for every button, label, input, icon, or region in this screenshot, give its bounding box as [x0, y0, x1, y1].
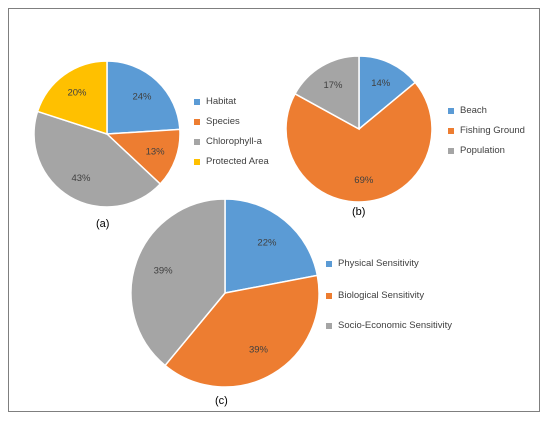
- pie-data-label: 24%: [132, 92, 152, 103]
- legend-item: Species: [194, 116, 240, 127]
- legend-swatch-c-0: [326, 260, 332, 267]
- legend-label: Fishing Ground: [460, 125, 525, 136]
- legend-item: Socio-Economic Sensitivity: [326, 320, 452, 331]
- legend-swatch-c-2: [326, 322, 332, 329]
- legend-item: Fishing Ground: [448, 125, 525, 136]
- legend-swatch-a-1: [194, 118, 200, 125]
- pie-slice-fishing-ground: [285, 81, 433, 203]
- legend-label: Socio-Economic Sensitivity: [338, 320, 453, 331]
- legend-item: Beach: [448, 105, 487, 116]
- legend-label: Beach: [460, 105, 487, 116]
- caption-a: (a): [96, 218, 110, 230]
- pie-data-label: 17%: [323, 80, 343, 91]
- legend-label: Species: [206, 116, 240, 127]
- legend-item: Physical Sensitivity: [326, 258, 419, 269]
- legend-item: Biological Sensitivity: [326, 290, 424, 301]
- legend-label: Population: [460, 145, 505, 156]
- legend-item: Habitat: [194, 96, 236, 107]
- pie-slice-habitat: [106, 60, 181, 135]
- legend-item: Chlorophyll-a: [194, 136, 262, 147]
- pie-data-label: 43%: [71, 173, 91, 184]
- legend-label: Biological Sensitivity: [338, 290, 425, 301]
- pie-slice-chlorophyll-a: [33, 110, 162, 208]
- pie-data-label: 39%: [249, 345, 269, 356]
- legend-swatch-b-1: [448, 127, 454, 134]
- pie-slice-species: [105, 128, 181, 186]
- legend-swatch-a-3: [194, 158, 200, 165]
- pie-data-label: 39%: [154, 266, 174, 277]
- pie-slice-socio-economic-sensitivity: [130, 198, 226, 367]
- legend-label: Protected Area: [206, 156, 269, 167]
- legend-item: Population: [448, 145, 505, 156]
- pie-data-label: 69%: [354, 175, 374, 186]
- pie-data-label: 20%: [67, 88, 87, 99]
- legend-label: Physical Sensitivity: [338, 258, 419, 269]
- pie-data-label: 22%: [257, 237, 277, 248]
- caption-c: (c): [215, 395, 228, 407]
- pie-data-label: 14%: [371, 78, 391, 89]
- legend-label: Habitat: [206, 96, 237, 107]
- pie-slice-biological-sensitivity: [164, 274, 320, 388]
- legend-swatch-c-1: [326, 292, 332, 299]
- legend-swatch-a-2: [194, 138, 200, 145]
- legend-swatch-a-0: [194, 98, 200, 105]
- pie-slice-population: [294, 55, 360, 131]
- legend-swatch-b-2: [448, 147, 454, 154]
- legend-swatch-b-0: [448, 107, 454, 114]
- pie-slice-physical-sensitivity: [224, 198, 319, 294]
- pie-slice-beach: [358, 55, 417, 131]
- pie-data-label: 13%: [146, 146, 166, 157]
- caption-b: (b): [352, 206, 366, 218]
- legend-label: Chlorophyll-a: [206, 136, 262, 147]
- legend-item: Protected Area: [194, 156, 269, 167]
- pie-slice-protected-area: [36, 60, 108, 136]
